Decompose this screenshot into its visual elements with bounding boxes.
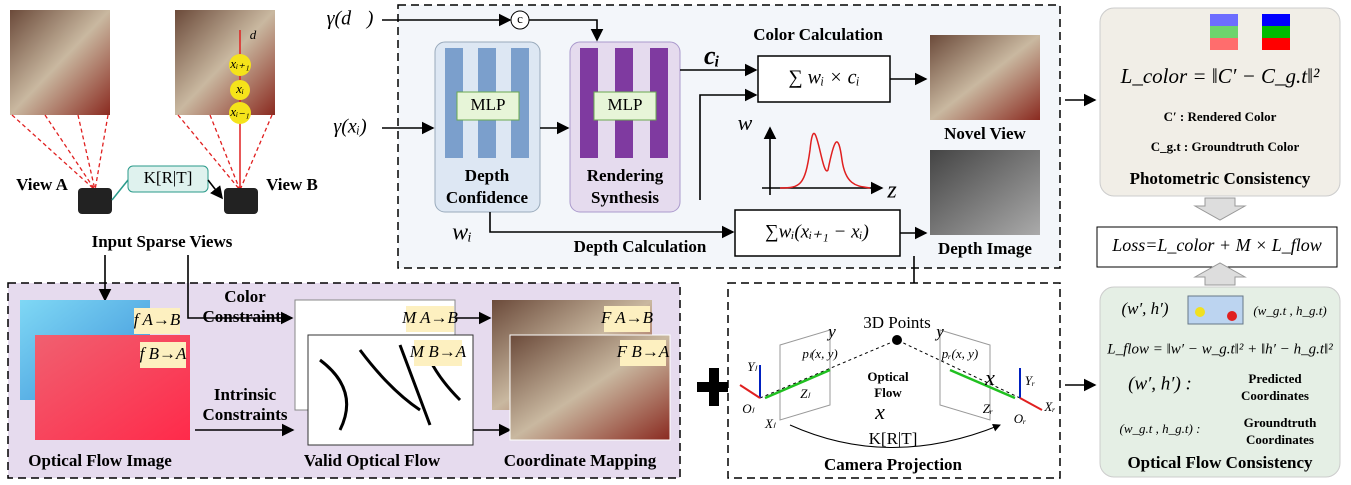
diagram: d⃗ xᵢ₊₁ xᵢ xᵢ₋₁ View A View B K[R|T] Inp… bbox=[0, 0, 1351, 485]
color-swatch bbox=[1262, 38, 1290, 50]
axis-label: w bbox=[738, 110, 753, 135]
mask-label: M A→B bbox=[401, 308, 458, 327]
depth-formula: ∑wᵢ(xᵢ₊₁ − xᵢ) bbox=[765, 221, 869, 242]
color-output: cᵢ bbox=[704, 41, 720, 70]
coord-label: x bbox=[874, 399, 885, 424]
ray-label: xᵢ₊₁ bbox=[229, 56, 249, 71]
flow-caption: Valid Optical Flow bbox=[304, 451, 441, 470]
constraint-label: Constraints bbox=[202, 405, 287, 424]
depth-calc-title: Depth Calculation bbox=[574, 237, 707, 256]
total-loss: Loss=L_color + M × L_flow bbox=[1111, 235, 1321, 255]
coord-label: x bbox=[984, 365, 995, 390]
flow-caption: Coordinate Mapping bbox=[504, 451, 657, 470]
points-label: 3D Points bbox=[863, 313, 931, 332]
coord-label: y bbox=[826, 322, 836, 341]
transform-label: K[R|T] bbox=[144, 168, 193, 187]
axis-label: Oₗ bbox=[742, 401, 754, 416]
view-a-label: View A bbox=[16, 175, 69, 194]
gt-point: (w_g.t , h_g.t) bbox=[1253, 303, 1326, 318]
constraint-label: Intrinsic bbox=[214, 385, 277, 404]
network-label: Confidence bbox=[446, 188, 529, 207]
depth-image bbox=[930, 150, 1040, 235]
camera-title: Camera Projection bbox=[824, 455, 963, 474]
3d-point bbox=[892, 335, 902, 345]
flow-label: f A→B bbox=[134, 310, 181, 329]
transform-label: K[R|T] bbox=[869, 429, 918, 448]
gt-desc: Coordinates bbox=[1246, 432, 1314, 447]
view-a-image bbox=[10, 10, 110, 115]
axis-label: Yᵣ bbox=[1025, 373, 1035, 388]
direction-encoding: γ(d⃗) bbox=[327, 8, 374, 30]
mlp-label: MLP bbox=[608, 95, 643, 114]
color-swatch bbox=[1210, 26, 1238, 38]
input-caption: Input Sparse Views bbox=[92, 232, 233, 251]
map-label: F A→B bbox=[600, 308, 654, 327]
camera-a bbox=[78, 188, 112, 214]
pred-label: (w′, h′) : bbox=[1128, 373, 1192, 394]
novel-view-label: Novel View bbox=[944, 124, 1026, 143]
color-swatch bbox=[1262, 14, 1290, 26]
axis-label: Xₗ bbox=[764, 416, 776, 431]
network-label: Rendering bbox=[587, 166, 664, 185]
weight-output: wᵢ bbox=[452, 220, 472, 246]
color-calc-title: Color Calculation bbox=[753, 25, 883, 44]
flow-label: Optical bbox=[867, 369, 909, 384]
gt-label: (w_g.t , h_g.t) : bbox=[1120, 421, 1201, 436]
color-loss: L_color = ‖C′ − C_g.t‖² bbox=[1120, 64, 1320, 88]
plus-sign bbox=[697, 368, 731, 406]
constraint-label: Constraints bbox=[202, 307, 287, 326]
map-label: F B→A bbox=[616, 342, 670, 361]
rendered-label: C′ : Rendered Color bbox=[1164, 109, 1277, 124]
pred-desc: Coordinates bbox=[1241, 388, 1309, 403]
pred-dot bbox=[1195, 307, 1205, 317]
down-arrow bbox=[1195, 198, 1245, 220]
pred-point: (w′, h′) bbox=[1121, 299, 1168, 318]
axis-label: Zₗ bbox=[800, 386, 810, 401]
pixel-label: pₗ(x, y) bbox=[801, 346, 837, 361]
ray-label: d⃗ bbox=[250, 27, 267, 42]
arrow bbox=[208, 180, 222, 198]
depth-image-label: Depth Image bbox=[938, 239, 1032, 258]
gt-dot bbox=[1227, 311, 1237, 321]
camera-b bbox=[224, 188, 258, 214]
axis-label: Oᵣ bbox=[1014, 411, 1027, 426]
pred-desc: Predicted bbox=[1248, 371, 1302, 386]
color-swatch bbox=[1262, 26, 1290, 38]
axis-label: Xᵣ bbox=[1043, 399, 1055, 414]
flow-label: Flow bbox=[874, 385, 902, 400]
view-b-image bbox=[175, 10, 275, 115]
gt-desc: Groundtruth bbox=[1244, 415, 1317, 430]
color-swatch bbox=[1210, 38, 1238, 50]
flow-caption: Optical Flow Image bbox=[28, 451, 172, 470]
axis-label: Zᵣ bbox=[983, 401, 993, 416]
color-formula: ∑ wᵢ × cᵢ bbox=[788, 67, 859, 89]
flow-label: f B→A bbox=[140, 344, 187, 363]
coord-label: y bbox=[934, 322, 944, 341]
axis-label: z bbox=[886, 178, 897, 204]
mask-label: M B→A bbox=[409, 342, 467, 361]
connector bbox=[112, 180, 128, 200]
concat-label: c bbox=[517, 11, 523, 26]
groundtruth-label: C_g.t : Groundtruth Color bbox=[1151, 139, 1300, 154]
mlp-label: MLP bbox=[471, 95, 506, 114]
ray-label: xᵢ₋₁ bbox=[229, 104, 249, 119]
network-label: Depth bbox=[465, 166, 510, 185]
flow-title: Optical Flow Consistency bbox=[1127, 453, 1313, 472]
flow-loss: L_flow = ‖w′ − w_g.t‖² + ‖h′ − h_g.t‖² bbox=[1106, 341, 1333, 357]
axis-label: Yₗ bbox=[747, 359, 757, 374]
position-encoding: γ(xᵢ) bbox=[333, 116, 367, 138]
network-label: Synthesis bbox=[591, 188, 659, 207]
photometric-title: Photometric Consistency bbox=[1130, 169, 1311, 188]
novel-view-image bbox=[930, 35, 1040, 120]
view-b-label: View B bbox=[266, 175, 318, 194]
ray-label: xᵢ bbox=[235, 81, 244, 96]
color-swatch bbox=[1210, 14, 1238, 26]
constraint-label: Color bbox=[224, 287, 266, 306]
pixel-label: pᵣ(x, y) bbox=[941, 346, 978, 361]
